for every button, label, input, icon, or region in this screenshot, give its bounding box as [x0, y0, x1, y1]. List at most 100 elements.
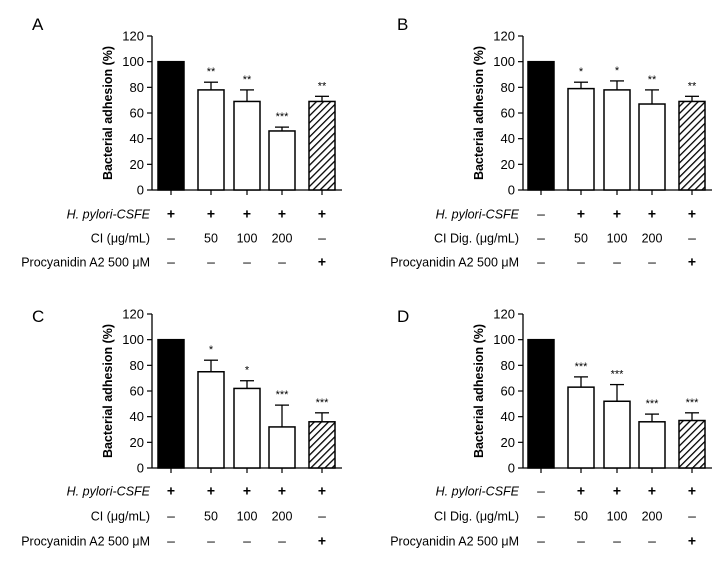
condition-mark: –	[688, 230, 696, 246]
y-tick-label: 40	[501, 131, 515, 146]
panel-letter: C	[32, 307, 44, 326]
condition-mark: –	[537, 254, 545, 270]
y-tick-label: 100	[493, 54, 515, 69]
condition-mark: 50	[574, 510, 588, 524]
y-tick-label: 0	[137, 461, 144, 476]
y-tick-label: 80	[501, 358, 515, 373]
condition-mark: –	[537, 508, 545, 524]
condition-mark: +	[278, 483, 286, 499]
bar-100	[603, 400, 631, 469]
bar-50	[567, 386, 595, 469]
condition-mark: +	[207, 483, 215, 499]
significance-marker: ***	[316, 397, 330, 409]
condition-mark: 50	[574, 232, 588, 246]
y-axis-title: Bacterial adhesion (%)	[472, 324, 486, 458]
condition-mark: +	[688, 483, 696, 499]
y-tick-label: 20	[130, 157, 144, 172]
chart-panel-a: A 0 20 40 60 80 100 120 Bacterial adhesion (%) **…	[21, 15, 342, 270]
y-tick-label: 0	[137, 183, 144, 198]
condition-mark: +	[688, 254, 696, 270]
y-tick-label: 80	[501, 80, 515, 95]
bar-50	[567, 87, 595, 191]
condition-mark: +	[167, 483, 175, 499]
condition-mark: –	[318, 230, 326, 246]
condition-label: Procyanidin A2 500 μM	[390, 256, 519, 270]
condition-mark: +	[688, 206, 696, 222]
bar-control	[157, 60, 185, 191]
bar-A2	[308, 421, 336, 469]
condition-mark: +	[648, 206, 656, 222]
condition-label: CI Dig. (μg/mL)	[434, 510, 519, 524]
chart-panel-d: D 0 20 40 60 80 100 120 Bacterial adhesion (%) **…	[390, 307, 712, 549]
significance-marker: ***	[646, 398, 660, 410]
significance-marker: ***	[611, 369, 625, 381]
condition-mark: +	[243, 483, 251, 499]
bar-100	[603, 89, 631, 191]
condition-mark: +	[243, 206, 251, 222]
significance-marker: ***	[276, 389, 290, 401]
y-tick-label: 40	[501, 409, 515, 424]
significance-marker: **	[243, 74, 252, 86]
y-tick-label: 20	[130, 435, 144, 450]
bar-50	[197, 89, 225, 191]
condition-mark: –	[167, 254, 175, 270]
condition-mark: –	[167, 508, 175, 524]
condition-mark: +	[318, 533, 326, 549]
panel-letter: D	[397, 307, 409, 326]
bar-A2	[308, 100, 336, 191]
y-tick-label: 60	[130, 384, 144, 399]
y-axis-title: Bacterial adhesion (%)	[101, 324, 115, 458]
condition-mark: –	[278, 254, 286, 270]
y-tick-label: 80	[130, 80, 144, 95]
y-tick-label: 0	[508, 183, 515, 198]
y-tick-label: 60	[501, 106, 515, 121]
bar-200	[638, 103, 666, 191]
y-tick-label: 100	[493, 332, 515, 347]
condition-mark: +	[207, 206, 215, 222]
condition-mark: +	[613, 483, 621, 499]
condition-mark: –	[318, 508, 326, 524]
panel-letter: A	[32, 15, 44, 34]
condition-mark: 100	[607, 232, 628, 246]
significance-marker: **	[648, 74, 657, 86]
y-axis-title: Bacterial adhesion (%)	[101, 46, 115, 180]
condition-mark: +	[648, 483, 656, 499]
significance-marker: ***	[575, 361, 589, 373]
y-tick-label: 40	[130, 131, 144, 146]
condition-mark: +	[577, 206, 585, 222]
condition-mark: 200	[272, 510, 293, 524]
bar-A2	[678, 100, 706, 191]
y-tick-label: 120	[493, 307, 515, 322]
condition-mark: 100	[237, 510, 258, 524]
y-tick-label: 60	[130, 106, 144, 121]
significance-marker: *	[579, 66, 584, 78]
condition-mark: +	[278, 206, 286, 222]
condition-label: Procyanidin A2 500 μM	[21, 535, 150, 549]
condition-mark: –	[688, 508, 696, 524]
bar-control	[527, 338, 555, 469]
condition-mark: 50	[204, 510, 218, 524]
panel-letter: B	[397, 15, 408, 34]
condition-mark: –	[537, 206, 545, 222]
y-axis-title: Bacterial adhesion (%)	[472, 46, 486, 180]
y-tick-label: 100	[122, 332, 144, 347]
significance-marker: **	[207, 66, 216, 78]
y-tick-label: 120	[122, 307, 144, 322]
condition-mark: –	[613, 254, 621, 270]
condition-mark: +	[613, 206, 621, 222]
y-tick-label: 0	[508, 461, 515, 476]
condition-mark: +	[688, 533, 696, 549]
significance-marker: *	[209, 344, 214, 356]
bar-control	[527, 60, 555, 191]
condition-mark: +	[318, 483, 326, 499]
condition-mark: –	[613, 533, 621, 549]
bar-50	[197, 371, 225, 469]
condition-label: Procyanidin A2 500 μM	[21, 256, 150, 270]
y-tick-label: 80	[130, 358, 144, 373]
condition-mark: –	[278, 533, 286, 549]
condition-mark: 100	[237, 232, 258, 246]
condition-mark: –	[648, 254, 656, 270]
